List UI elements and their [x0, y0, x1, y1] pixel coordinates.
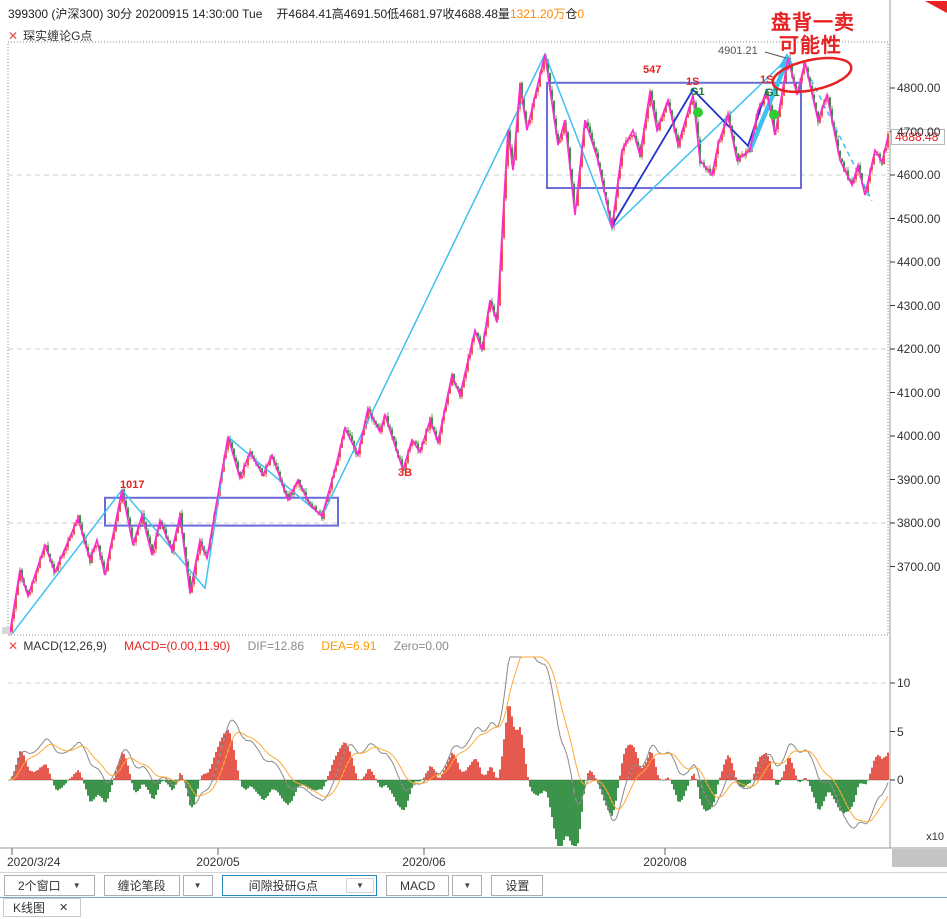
session-high-label: 4901.21 [718, 45, 758, 57]
jianxi-touyan-gdian-dropdown-button[interactable]: ▼ [345, 878, 374, 893]
toolbar-group-settings: 设置 [491, 875, 544, 896]
chart-label-g1: G1 [690, 86, 705, 98]
chart-label-1s: 1S [686, 76, 700, 88]
chart-label-1s: 1S [760, 74, 774, 86]
price-tick: 4500.00 [897, 211, 941, 226]
price-tick: 4300.00 [897, 298, 941, 313]
chanlun-biduan-label: 缠论笔段 [117, 879, 166, 893]
position-value: 0 [577, 7, 585, 21]
chart-label-1017: 1017 [120, 479, 145, 491]
date-row-separator [0, 872, 947, 873]
toolbar-group-jianxi-touyan-gdian: 间隙投研G点 ▼ [221, 875, 377, 896]
windows-label: 2个窗口 [18, 879, 61, 893]
chart-label-g1: G1 [765, 87, 780, 99]
toolbar-separator [0, 897, 947, 898]
tab-bar: K线图 ✕ [0, 898, 947, 919]
indicator-close-icon[interactable]: ✕ [8, 29, 19, 43]
macd-button[interactable]: MACD [385, 875, 450, 896]
settings-button[interactable]: 设置 [491, 875, 544, 896]
price-tick: 4200.00 [897, 342, 941, 356]
symbol-info: 399300 (沪深300) 30分 20200915 14:30:00 Tue [8, 7, 263, 21]
windows-dropdown-icon: ▼ [72, 881, 81, 890]
macd-label: MACD [399, 878, 436, 893]
tab-label: K线图 [13, 901, 46, 915]
toolbar: 2个窗口 ▼ 缠论笔段 ▼ 间隙投研G点 ▼ MACD ▼ 设置 [4, 875, 544, 896]
date-label: 2020/05 [196, 855, 240, 869]
volume-value: 1321.20万 [509, 7, 566, 21]
macd-header-row: ✕ MACD(12,26,9) MACD=(0.00,11.90) DIF=12… [8, 639, 463, 653]
jianxi-touyan-gdian-label: 间隙投研G点 [248, 879, 318, 893]
price-tick: 4100.00 [897, 385, 941, 400]
price-tick: 3700.00 [897, 559, 941, 574]
price-tick: 3900.00 [897, 472, 941, 487]
ohlc-values: 开4684.41高4691.50低4681.97收4688.48量 [276, 7, 510, 21]
price-tick: 4700.00 [897, 124, 941, 139]
chart-label-547: 547 [643, 64, 662, 76]
jianxi-touyan-gdian-button[interactable]: 间隙投研G点 [222, 876, 344, 895]
price-tick: 4400.00 [897, 255, 941, 269]
chanlun-biduan-button[interactable]: 缠论笔段 [103, 875, 180, 896]
chanlun-biduan-dropdown-button[interactable]: ▼ [182, 875, 213, 896]
dea-value: DEA=6.91 [321, 639, 377, 653]
macd-axis-multiplier: x10 [926, 831, 944, 843]
toolbar-group-chanlun-biduan: 缠论笔段 ▼ [103, 875, 213, 896]
macd-value: MACD=(0.00,11.90) [124, 639, 231, 653]
macd-tick: 0 [897, 773, 904, 787]
macd-tick: 10 [897, 676, 911, 690]
divergence-annotation-line1: 盘背一卖 [771, 12, 855, 34]
toolbar-group-macd: MACD ▼ [385, 875, 483, 896]
toolbar-group-windows: 2个窗口 ▼ [4, 875, 95, 896]
macd-dropdown-button[interactable]: ▼ [452, 875, 483, 896]
zero-value: Zero=0.00 [393, 639, 449, 653]
tab-kline[interactable]: K线图 ✕ [3, 898, 81, 917]
position-label: 仓 [565, 7, 578, 21]
macd-close-icon[interactable]: ✕ [8, 639, 19, 653]
windows-button[interactable]: 2个窗口 ▼ [4, 875, 95, 896]
price-tick: 4000.00 [897, 429, 941, 443]
chart-label-3b: 3B [398, 467, 413, 479]
price-tick: 4600.00 [897, 168, 941, 182]
date-label: 2020/3/24 [7, 855, 61, 869]
quote-header: 399300 (沪深300) 30分 20200915 14:30:00 Tue… [8, 5, 584, 22]
main-indicator-row: ✕ 琛实缠论G点 [8, 27, 92, 44]
macd-tick: 5 [897, 724, 904, 739]
dif-value: DIF=12.86 [247, 639, 305, 653]
indicator-label: 琛实缠论G点 [23, 29, 93, 43]
date-label: 2020/08 [643, 855, 687, 869]
macd-title: MACD(12,26,9) [23, 639, 107, 653]
tab-close-icon[interactable]: ✕ [59, 902, 69, 914]
settings-label: 设置 [505, 879, 530, 893]
price-tick: 3800.00 [897, 516, 941, 530]
current-price-tag: 4688.48 [891, 129, 945, 145]
date-label: 2020/06 [402, 855, 446, 869]
divergence-annotation-line2: 可能性 [779, 35, 842, 57]
price-tick: 4800.00 [897, 81, 941, 95]
